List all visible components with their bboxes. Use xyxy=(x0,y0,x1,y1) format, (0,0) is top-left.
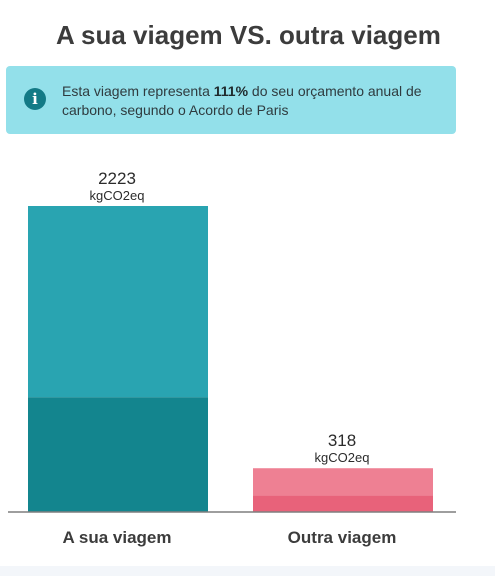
bar-upper-2 xyxy=(253,468,433,496)
info-text: Esta viagem representa 111% do seu orçam… xyxy=(62,82,446,120)
bar-lower-1 xyxy=(28,397,208,512)
info-banner: i Esta viagem representa 111% do seu orç… xyxy=(6,66,456,134)
unit-label-2: kgCO2eq xyxy=(315,450,370,465)
info-text-after: do seu orçamento anual de carbono, segun… xyxy=(62,83,422,118)
bar-upper-1 xyxy=(28,206,208,398)
value-label-2: 318 xyxy=(328,431,356,450)
unit-label-1: kgCO2eq xyxy=(90,188,145,203)
info-icon: i xyxy=(24,88,46,110)
page-title: A sua viagem VS. outra viagem xyxy=(56,20,441,50)
bottom-strip xyxy=(0,566,495,576)
value-label-1: 2223 xyxy=(98,169,136,188)
bar-lower-2 xyxy=(253,495,433,512)
info-highlight: 111% xyxy=(213,83,249,99)
category-label-1: A sua viagem xyxy=(63,528,172,547)
info-text-before: Esta viagem representa xyxy=(62,83,214,99)
category-label-2: Outra viagem xyxy=(288,528,397,547)
